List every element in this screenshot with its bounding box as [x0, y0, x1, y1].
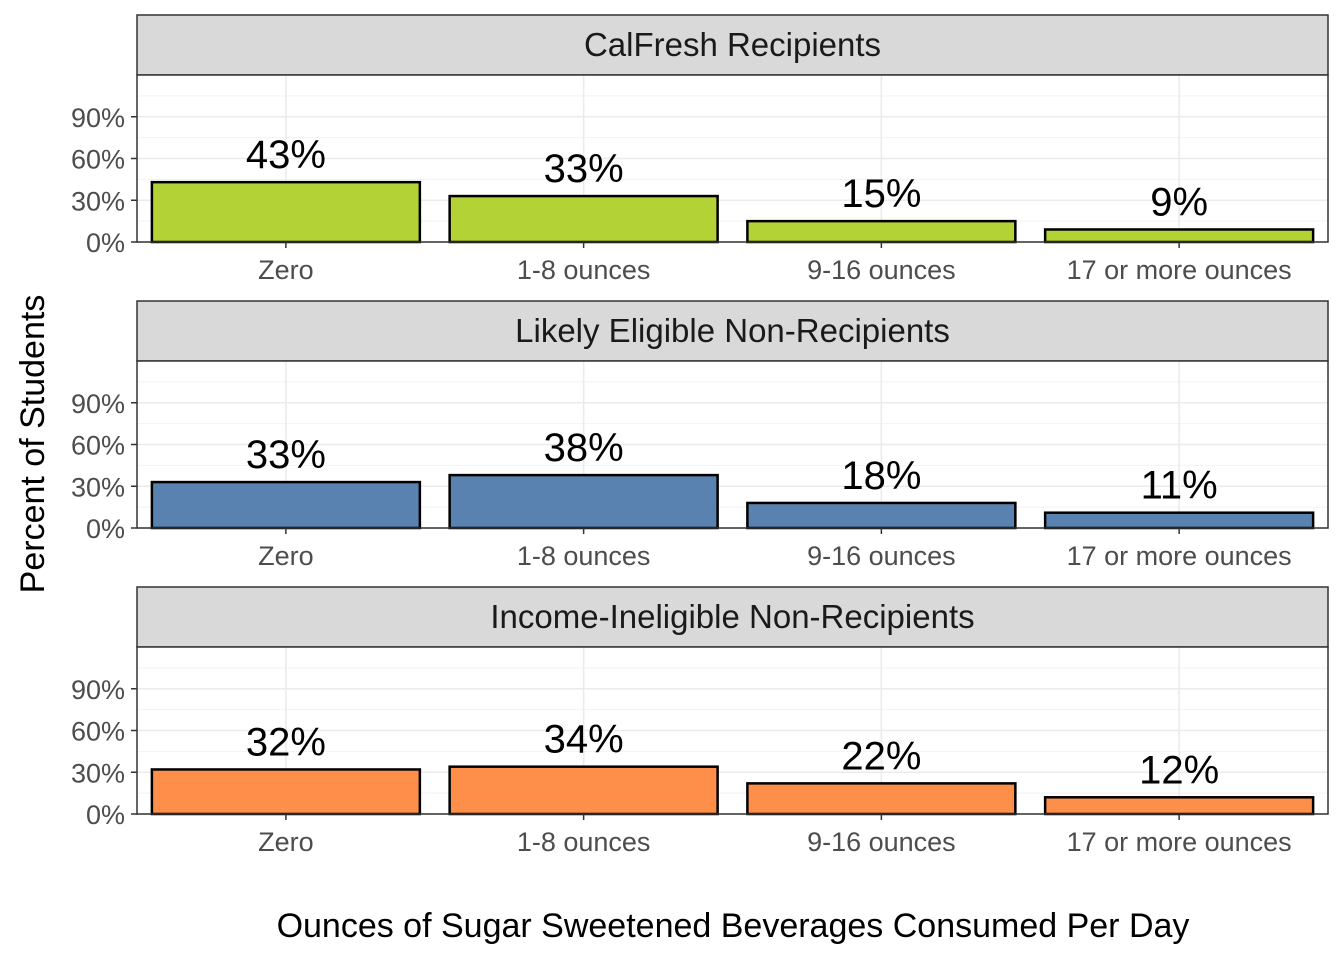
- bar: [150, 768, 422, 816]
- bar-value-label: 22%: [841, 734, 921, 778]
- y-tick-label: 90%: [71, 103, 125, 133]
- bar-value-label: 12%: [1139, 748, 1219, 792]
- bar-value-label: 9%: [1150, 180, 1208, 224]
- bar-value-label: 43%: [246, 133, 326, 177]
- x-tick-label: 1-8 ounces: [517, 541, 651, 571]
- bar-value-label: 33%: [246, 433, 326, 477]
- bar: [1043, 511, 1315, 530]
- y-tick-label: 60%: [71, 145, 125, 175]
- bar-value-label: 34%: [544, 718, 624, 762]
- bar-value-label: 15%: [841, 172, 921, 216]
- panel-border: [136, 360, 1329, 529]
- bar-value-label: 18%: [841, 454, 921, 498]
- x-tick-label: 17 or more ounces: [1067, 541, 1292, 571]
- y-tick-label: 30%: [71, 186, 125, 216]
- facet-title: CalFresh Recipients: [584, 26, 881, 63]
- y-tick-label: 60%: [71, 717, 125, 747]
- y-axis-title: Percent of Students: [14, 295, 52, 594]
- x-tick-label: 1-8 ounces: [517, 255, 651, 285]
- x-tick-label: 17 or more ounces: [1067, 827, 1292, 857]
- bar: [746, 501, 1017, 530]
- y-tick-label: 0%: [86, 514, 125, 544]
- y-tick-label: 90%: [71, 389, 125, 419]
- bar-value-label: 32%: [246, 720, 326, 764]
- facet-strip: [136, 586, 1329, 648]
- facet-strip: [136, 14, 1329, 76]
- bar: [448, 765, 719, 816]
- bar: [150, 180, 422, 244]
- x-tick-label: 9-16 ounces: [807, 255, 956, 285]
- y-tick-label: 60%: [71, 431, 125, 461]
- bar: [150, 480, 422, 530]
- bar-value-label: 33%: [544, 147, 624, 191]
- bar: [746, 219, 1017, 244]
- x-tick-label: Zero: [258, 255, 314, 285]
- x-tick-label: 17 or more ounces: [1067, 255, 1292, 285]
- panel-border: [136, 646, 1329, 815]
- bar: [1043, 796, 1315, 816]
- x-tick-label: Zero: [258, 541, 314, 571]
- panel-border: [136, 74, 1329, 243]
- bar: [1043, 228, 1315, 244]
- facet-strip: [136, 300, 1329, 362]
- x-tick-label: Zero: [258, 827, 314, 857]
- x-tick-label: 1-8 ounces: [517, 827, 651, 857]
- facet-title: Income-Ineligible Non-Recipients: [490, 598, 974, 635]
- facet-panel: CalFresh Recipients 0% 30% 60% 90% 43% 33% 15% 9…: [71, 14, 1329, 285]
- bar-value-label: 38%: [544, 426, 624, 470]
- x-tick-label: 9-16 ounces: [807, 827, 956, 857]
- bar-value-label: 11%: [1141, 464, 1218, 508]
- bar: [448, 473, 719, 530]
- x-tick-label: 9-16 ounces: [807, 541, 956, 571]
- facet-title: Likely Eligible Non-Recipients: [515, 312, 950, 349]
- y-tick-label: 0%: [86, 228, 125, 258]
- y-tick-label: 0%: [86, 800, 125, 830]
- y-tick-label: 30%: [71, 472, 125, 502]
- x-axis-title: Ounces of Sugar Sweetened Beverages Cons…: [277, 907, 1190, 945]
- bar: [448, 194, 719, 244]
- y-tick-label: 30%: [71, 758, 125, 788]
- bar: [746, 782, 1017, 816]
- facet-panel: Income-Ineligible Non-Recipients 0% 30% 60%…: [71, 586, 1329, 857]
- facet-panel: Likely Eligible Non-Recipients 0% 30% 60% 90…: [71, 300, 1329, 571]
- y-tick-label: 90%: [71, 675, 125, 705]
